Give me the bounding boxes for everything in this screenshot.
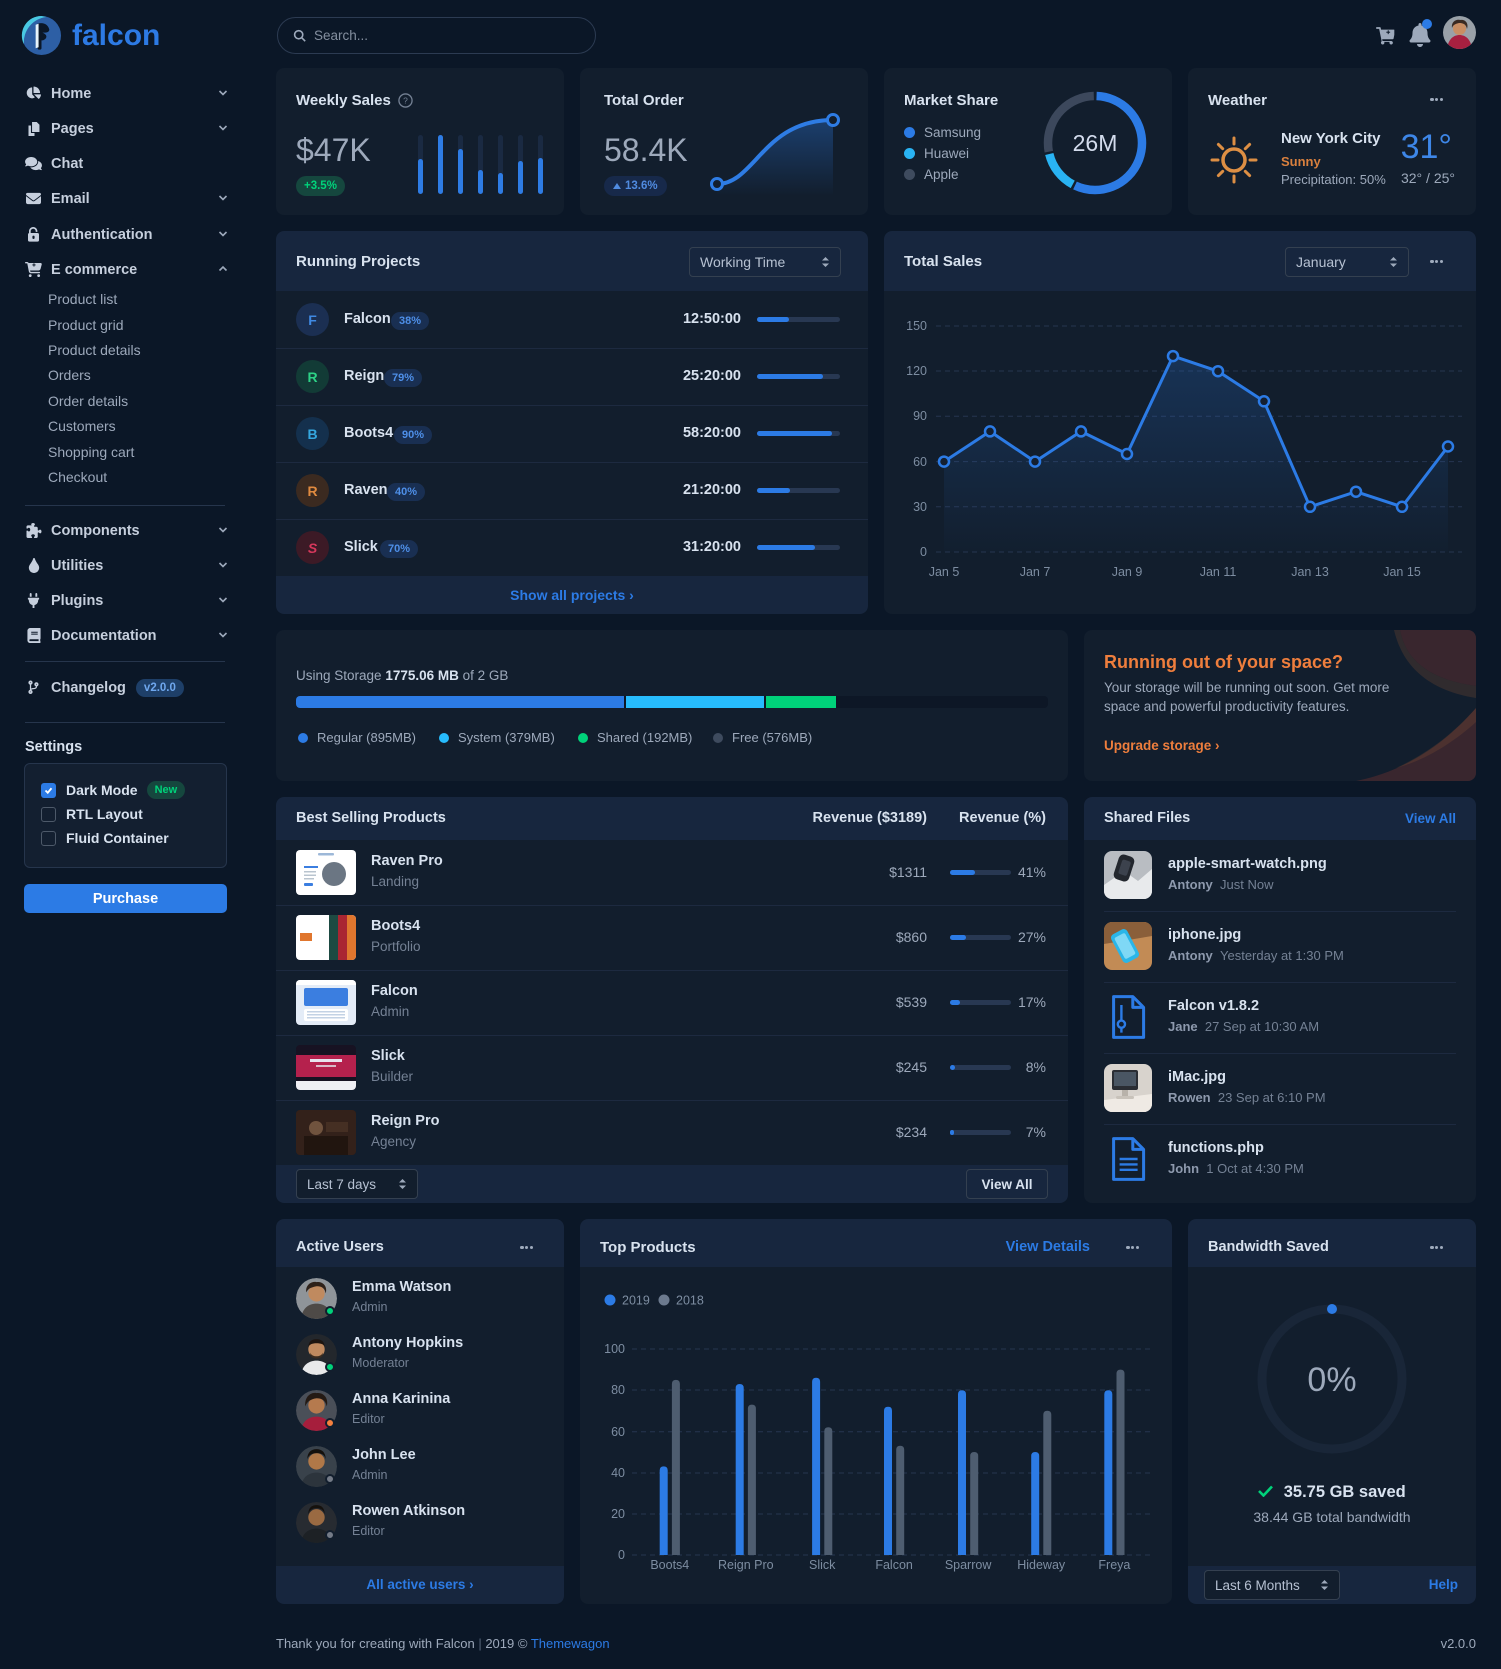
svg-text:20: 20 (611, 1507, 625, 1521)
svg-text:Jan 15: Jan 15 (1383, 565, 1421, 579)
svg-text:Reign Pro: Reign Pro (718, 1558, 774, 1572)
svg-text:40: 40 (611, 1466, 625, 1480)
svg-text:Jan 11: Jan 11 (1200, 565, 1237, 579)
svg-text:Boots4: Boots4 (650, 1558, 689, 1572)
svg-text:Freya: Freya (1098, 1558, 1130, 1572)
svg-text:Jan 9: Jan 9 (1112, 565, 1143, 579)
svg-text:Jan 13: Jan 13 (1291, 565, 1329, 579)
svg-text:?: ? (403, 96, 408, 106)
svg-text:60: 60 (611, 1425, 625, 1439)
svg-text:120: 120 (906, 364, 927, 378)
svg-text:Falcon: Falcon (875, 1558, 913, 1572)
svg-text:90: 90 (913, 409, 927, 423)
svg-text:30: 30 (913, 500, 927, 514)
svg-text:150: 150 (906, 319, 927, 333)
svg-text:Sparrow: Sparrow (945, 1558, 993, 1572)
svg-text:80: 80 (611, 1383, 625, 1397)
svg-text:2018: 2018 (676, 1294, 704, 1308)
svg-text:Slick: Slick (809, 1558, 836, 1572)
svg-text:Jan 7: Jan 7 (1020, 565, 1051, 579)
svg-text:0: 0 (920, 545, 927, 559)
svg-text:2019: 2019 (622, 1294, 650, 1308)
svg-text:0%: 0% (1307, 1361, 1356, 1399)
svg-text:26M: 26M (1073, 130, 1118, 156)
svg-text:Hideway: Hideway (1017, 1558, 1066, 1572)
svg-text:Jan 5: Jan 5 (929, 565, 960, 579)
svg-text:100: 100 (604, 1342, 625, 1356)
svg-text:0: 0 (618, 1548, 625, 1562)
svg-text:60: 60 (913, 455, 927, 469)
